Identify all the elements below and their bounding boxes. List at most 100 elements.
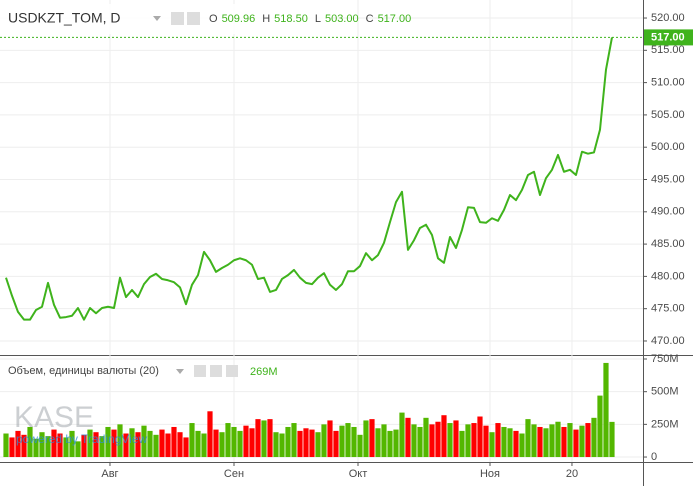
volume-bar [189, 423, 195, 458]
eye-icon[interactable] [171, 12, 184, 25]
volume-bar [255, 419, 261, 458]
volume-bar [603, 362, 609, 458]
dropdown-icon[interactable] [176, 369, 184, 374]
volume-bar [555, 421, 561, 458]
symbol-title: USDKZT_TOM, D [8, 10, 121, 26]
volume-bar [471, 423, 477, 458]
ohlc-legend: O 509.96 H 518.50 L 503.00 C 517.00 [209, 13, 411, 25]
volume-bar [321, 424, 327, 458]
y-tick-label: 520.00 [651, 12, 685, 24]
volume-bar [87, 429, 93, 458]
volume-bar [525, 419, 531, 458]
volume-bar [3, 433, 9, 458]
ohlc-value: 503.00 [325, 13, 359, 25]
last-price-label: 517.00 [651, 31, 685, 43]
volume-bar [201, 433, 207, 458]
volume-bar [459, 430, 465, 458]
y-tick-label: 0 [651, 451, 657, 463]
volume-bar [123, 433, 129, 458]
x-tick-label: Окт [349, 468, 368, 480]
ohlc-value: 509.96 [222, 13, 256, 25]
volume-bar [303, 428, 309, 458]
volume-bar [45, 436, 51, 458]
ohlc-key: L [315, 13, 321, 25]
volume-bar [513, 430, 519, 458]
x-tick-label: Ноя [480, 468, 500, 480]
volume-bar [21, 434, 27, 458]
volume-bar [363, 420, 369, 458]
volume-bar [375, 428, 381, 458]
volume-bar [441, 415, 447, 458]
volume-bar [351, 426, 357, 458]
watermark: KASE [14, 401, 94, 434]
volume-bar [507, 428, 513, 458]
volume-bar [453, 420, 459, 458]
dropdown-icon[interactable] [153, 16, 161, 21]
volume-bar [495, 423, 501, 458]
close-icon[interactable] [226, 365, 238, 377]
volume-bar [99, 436, 105, 458]
volume-bar [399, 412, 405, 458]
volume-bar [147, 430, 153, 458]
y-tick-label: 495.00 [651, 173, 685, 185]
volume-bar [573, 429, 579, 458]
volume-bar [9, 437, 15, 458]
volume-bar [141, 425, 147, 458]
volume-bar [171, 426, 177, 458]
volume-bar [153, 434, 159, 458]
volume-bar [75, 441, 81, 458]
y-tick-label: 750M [651, 353, 679, 365]
settings-icon[interactable] [210, 365, 222, 377]
volume-bar [483, 425, 489, 458]
volume-bar [309, 429, 315, 458]
volume-bar [261, 420, 267, 458]
volume-bar [531, 424, 537, 458]
volume-bar [561, 426, 567, 458]
last-price-box [644, 29, 693, 46]
y-tick-label: 510.00 [651, 77, 685, 89]
volume-bar [405, 417, 411, 458]
volume-bar [417, 426, 423, 458]
volume-bar [501, 426, 507, 458]
volume-bar [279, 433, 285, 458]
volume-bar [591, 417, 597, 458]
ohlc-key: C [366, 13, 374, 25]
volume-bar [81, 434, 87, 458]
eye-icon[interactable] [194, 365, 206, 377]
ohlc-key: H [262, 13, 270, 25]
volume-bar [135, 432, 141, 458]
ohlc-value: 517.00 [378, 13, 412, 25]
volume-bar [411, 424, 417, 458]
y-tick-label: 500M [651, 386, 679, 398]
volume-bar [429, 424, 435, 458]
x-tick-label: Авг [101, 468, 118, 480]
volume-bar [51, 429, 57, 458]
volume-bar [423, 417, 429, 458]
y-tick-label: 500.00 [651, 141, 685, 153]
volume-bar [435, 421, 441, 458]
volume-bar [105, 426, 111, 458]
volume-bar [237, 430, 243, 458]
volume-bar [219, 432, 225, 458]
volume-bar [585, 423, 591, 458]
volume-bar [243, 425, 249, 458]
volume-bar [15, 430, 21, 458]
x-tick-label: Сен [224, 468, 244, 480]
volume-bar [567, 423, 573, 458]
volume-bar [207, 411, 213, 458]
volume-bar [165, 433, 171, 458]
volume-bar [369, 419, 375, 458]
volume-bar [273, 432, 279, 458]
volume-title: Объем, единицы валюты (20) [8, 365, 159, 377]
volume-bar [129, 428, 135, 458]
volume-bar [27, 426, 33, 458]
volume-bar [177, 432, 183, 458]
volume-bar [543, 428, 549, 458]
volume-bar [249, 428, 255, 458]
volume-bar [225, 423, 231, 458]
volume-bar [57, 433, 63, 458]
volume-bar [213, 429, 219, 458]
settings-icon[interactable] [187, 12, 200, 25]
y-tick-label: 515.00 [651, 44, 685, 56]
